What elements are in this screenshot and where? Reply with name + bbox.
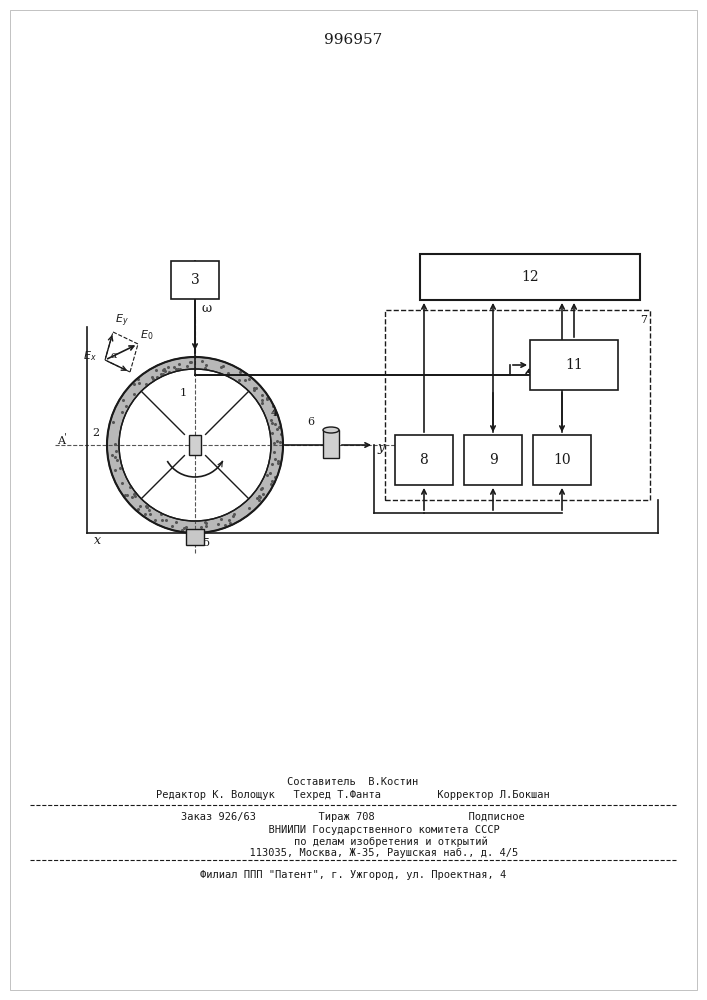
Text: Филиал ППП "Патент", г. Ужгород, ул. Проектная, 4: Филиал ППП "Патент", г. Ужгород, ул. Про… — [200, 870, 506, 880]
Text: 2: 2 — [92, 428, 99, 438]
Bar — [533, 435, 591, 485]
Ellipse shape — [323, 427, 339, 433]
Text: Составитель  В.Костин: Составитель В.Костин — [287, 777, 419, 787]
Text: α: α — [111, 351, 117, 360]
Text: 8: 8 — [420, 453, 428, 467]
Bar — [464, 435, 522, 485]
Bar — [323, 430, 339, 458]
Text: 12: 12 — [521, 270, 539, 284]
Bar — [385, 310, 650, 500]
Bar — [395, 435, 453, 485]
Text: 3: 3 — [191, 273, 199, 287]
Text: ВНИИПИ Государственного комитета СССР: ВНИИПИ Государственного комитета СССР — [206, 825, 500, 835]
Bar — [189, 435, 201, 455]
Text: 11: 11 — [565, 358, 583, 372]
Text: $E_x$: $E_x$ — [83, 349, 97, 363]
Text: 1: 1 — [180, 388, 187, 398]
Text: 9: 9 — [489, 453, 498, 467]
Text: 996957: 996957 — [324, 33, 382, 47]
Text: x: x — [93, 534, 100, 548]
Text: ': ' — [64, 432, 66, 442]
Text: Редактор К. Волощук   Техред Т.Фанта         Корректор Л.Бокшан: Редактор К. Волощук Техред Т.Фанта Корре… — [156, 790, 550, 800]
Text: ω: ω — [202, 302, 212, 316]
Bar — [420, 254, 640, 300]
Text: $E_y$: $E_y$ — [115, 313, 129, 329]
Text: 113035, Москва, Ж-35, Раушская наб., д. 4/5: 113035, Москва, Ж-35, Раушская наб., д. … — [187, 848, 519, 858]
Text: A: A — [57, 436, 65, 446]
Text: по делам изобретения и открытий: по делам изобретения и открытий — [218, 837, 487, 847]
Bar — [530, 340, 618, 390]
Text: y: y — [377, 442, 384, 454]
Bar — [186, 529, 204, 545]
Text: 7: 7 — [641, 315, 648, 325]
Text: 5: 5 — [203, 538, 210, 548]
Text: 6: 6 — [308, 417, 315, 427]
Text: 10: 10 — [553, 453, 571, 467]
Bar — [171, 261, 219, 299]
Text: Заказ 926/63          Тираж 708               Подписное: Заказ 926/63 Тираж 708 Подписное — [181, 812, 525, 822]
Text: $E_0$: $E_0$ — [140, 328, 153, 342]
Text: 4: 4 — [271, 408, 278, 418]
